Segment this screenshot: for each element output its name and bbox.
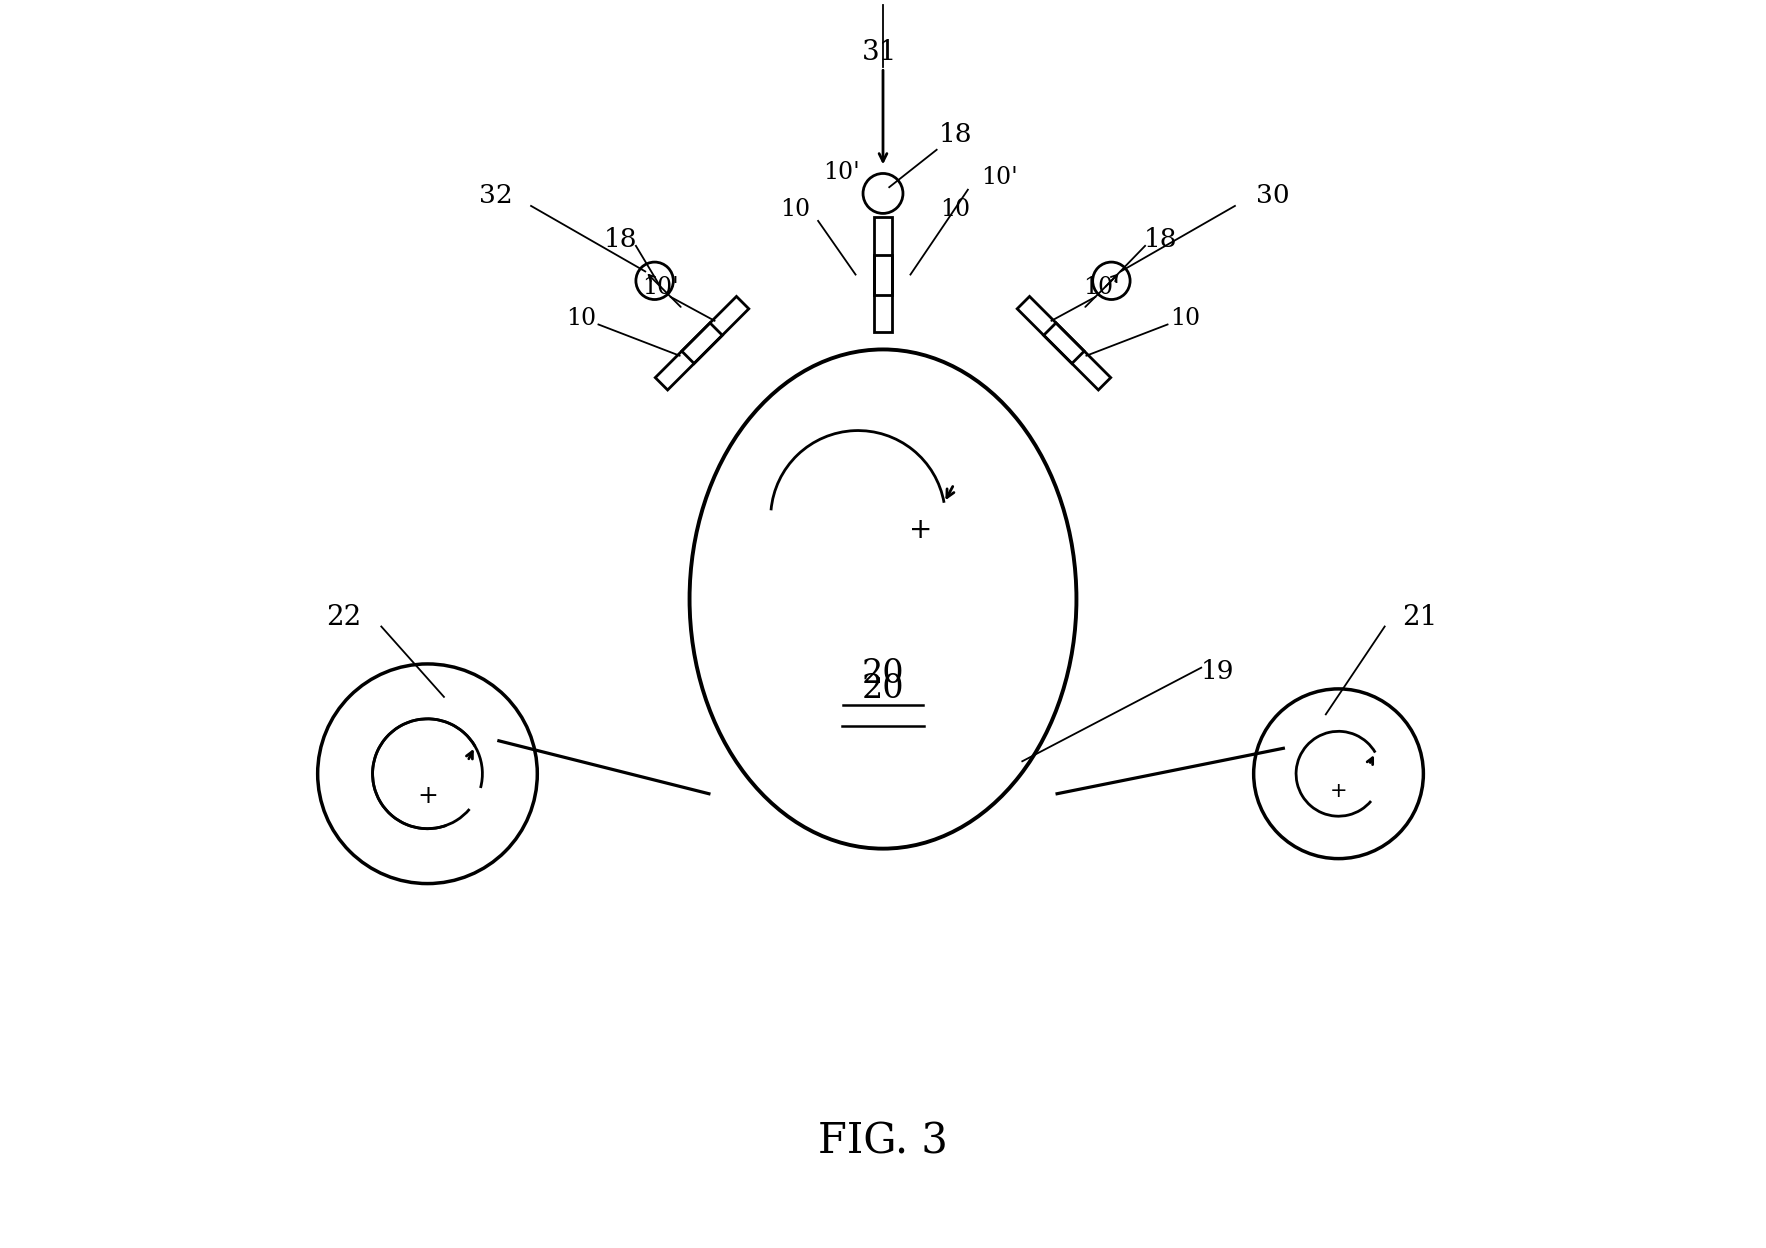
Text: 10: 10 xyxy=(940,198,971,221)
Text: 22: 22 xyxy=(327,604,362,631)
Text: +: + xyxy=(417,784,438,809)
Text: 18: 18 xyxy=(940,122,971,147)
Text: 30: 30 xyxy=(1256,183,1289,208)
Text: 10: 10 xyxy=(781,198,811,221)
Text: 18: 18 xyxy=(604,227,638,252)
Text: +: + xyxy=(909,517,932,544)
Text: 10: 10 xyxy=(1169,307,1201,329)
Text: 32: 32 xyxy=(479,183,512,208)
Text: 19: 19 xyxy=(1201,659,1234,684)
Text: +: + xyxy=(1330,781,1347,801)
Text: 10': 10' xyxy=(980,166,1017,188)
Text: 20: 20 xyxy=(862,673,904,705)
Text: 10': 10' xyxy=(1083,276,1120,298)
Text: 10': 10' xyxy=(823,161,860,183)
Text: FIG. 3: FIG. 3 xyxy=(818,1121,948,1163)
Text: 10: 10 xyxy=(565,307,597,329)
Text: 31: 31 xyxy=(862,39,897,66)
Text: 18: 18 xyxy=(1143,227,1176,252)
Text: 10': 10' xyxy=(643,276,680,298)
Text: 20: 20 xyxy=(862,658,904,690)
Text: 21: 21 xyxy=(1402,604,1438,631)
